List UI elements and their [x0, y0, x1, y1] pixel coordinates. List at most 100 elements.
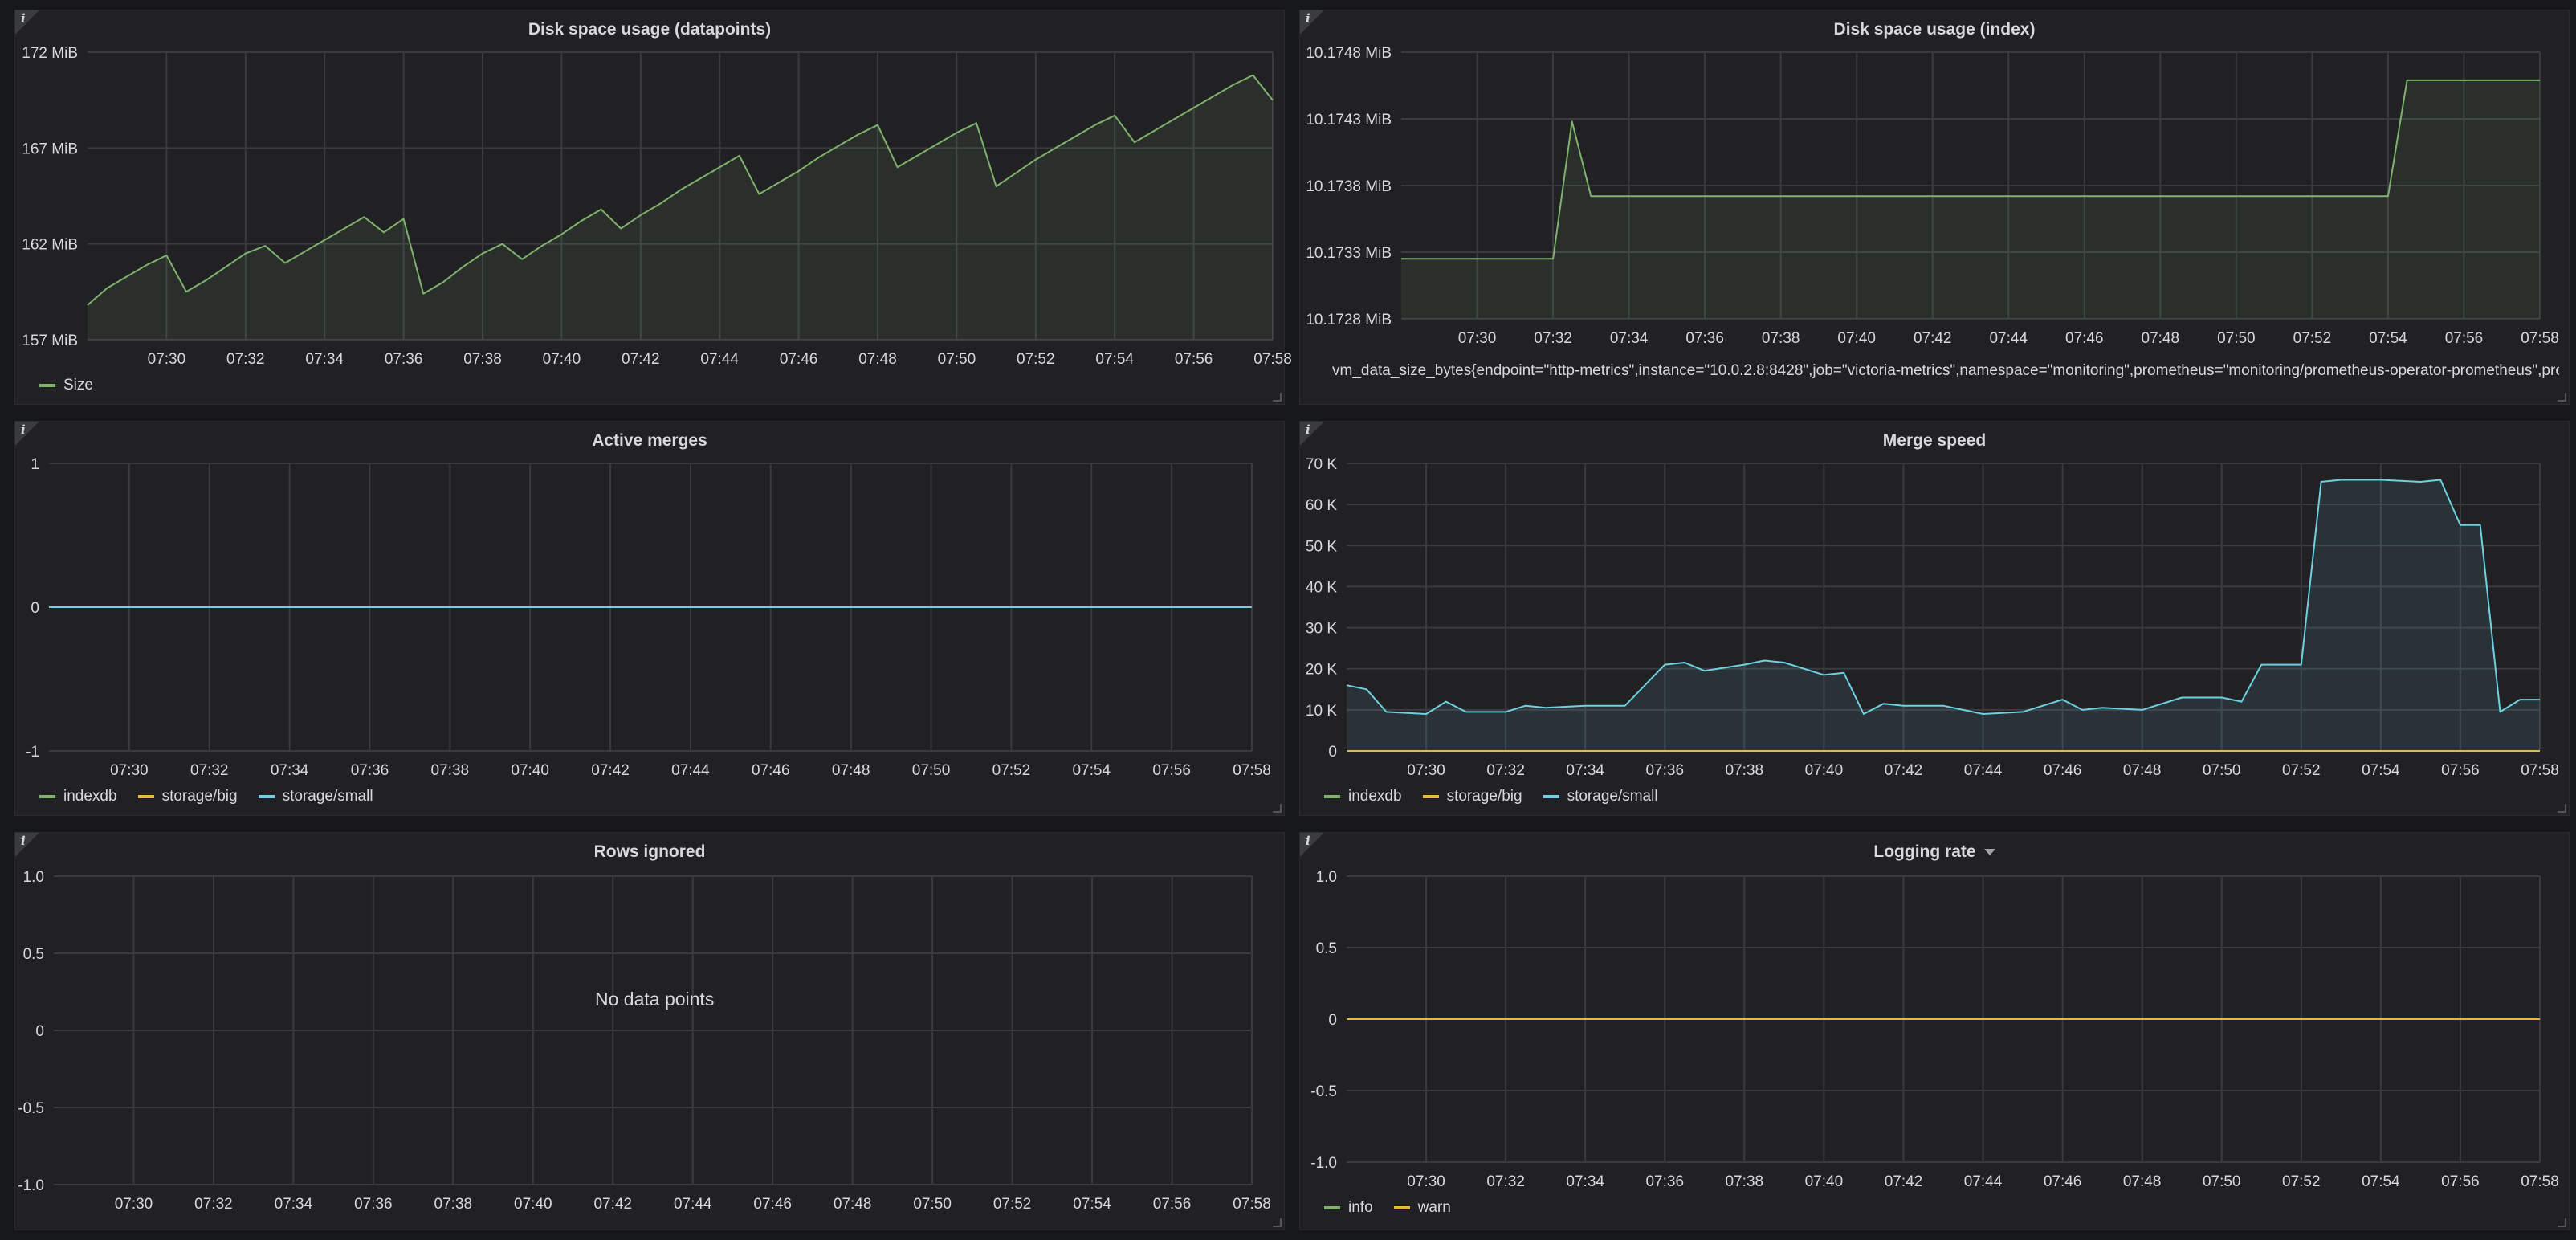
- y-tick-label: 0: [1328, 1012, 1337, 1029]
- resize-handle-icon[interactable]: [2558, 804, 2566, 813]
- chart-active-merges: 1 0 -1 07:30 07:32 07:34 07:36 07:38 07:40 07:42 0…: [26, 456, 1271, 779]
- legend-label: storage/big: [1446, 788, 1522, 805]
- x-tick-label: 07:34: [1566, 762, 1604, 779]
- legend-swatch: [1324, 795, 1340, 798]
- y-tick-label: 10.1738 MiB: [1306, 178, 1392, 195]
- x-tick-label: 07:30: [1407, 762, 1445, 779]
- y-tick-label: 70 K: [1306, 456, 1337, 473]
- legend-item[interactable]: indexdb: [1324, 788, 1402, 806]
- panel-title-text: Rows ignored: [593, 842, 706, 861]
- x-tick-label: 07:42: [591, 762, 630, 779]
- panel-title[interactable]: Merge speed: [1300, 422, 2569, 460]
- legend-swatch: [258, 795, 275, 798]
- x-tick-label: 07:48: [2123, 762, 2162, 779]
- x-tick-label: 07:42: [1885, 762, 1923, 779]
- x-tick-label: 07:40: [1805, 1173, 1844, 1190]
- resize-handle-icon[interactable]: [1273, 393, 1282, 402]
- panel-logging-rate: i Logging rate 1.0 0.5 0 -0.5 -1.0 07:30 07:32…: [1299, 832, 2570, 1230]
- legend-label: warn: [1417, 1199, 1451, 1216]
- y-tick-label: 10.1748 MiB: [1306, 45, 1392, 62]
- y-tick-label: 172 MiB: [22, 45, 78, 62]
- series-area: [88, 75, 1273, 340]
- x-tick-label: 07:30: [1458, 330, 1497, 347]
- x-tick-label: 07:54: [1072, 762, 1111, 779]
- x-tick-label: 07:54: [1073, 1196, 1111, 1213]
- x-tick-label: 07:52: [2282, 1173, 2321, 1190]
- legend-item[interactable]: warn: [1393, 1199, 1451, 1217]
- x-tick-label: 07:44: [1964, 1173, 2003, 1190]
- x-tick-label: 07:42: [1914, 330, 1952, 347]
- panel-title-text: Logging rate: [1873, 842, 1976, 861]
- info-icon[interactable]: i: [1300, 422, 1324, 446]
- x-tick-label: 07:52: [1017, 351, 1055, 368]
- resize-handle-icon[interactable]: [1273, 804, 1282, 813]
- x-tick-label: 07:50: [2217, 330, 2256, 347]
- y-tick-label: 162 MiB: [22, 237, 78, 254]
- x-tick-label: 07:58: [1253, 351, 1292, 368]
- x-tick-label: 07:40: [1837, 330, 1876, 347]
- chevron-down-icon[interactable]: [1983, 849, 1995, 855]
- panel-title[interactable]: Active merges: [15, 422, 1284, 460]
- x-tick-label: 07:38: [1726, 762, 1764, 779]
- x-tick-label: 07:50: [938, 351, 976, 368]
- legend-label: indexdb: [1348, 788, 1402, 805]
- x-tick-label: 07:42: [622, 351, 660, 368]
- info-icon[interactable]: i: [15, 833, 39, 857]
- resize-handle-icon[interactable]: [2558, 1218, 2566, 1227]
- legend-swatch: [39, 384, 55, 387]
- x-tick-label: 07:44: [674, 1196, 712, 1213]
- legend-item[interactable]: storage/big: [1422, 788, 1522, 806]
- x-tick-label: 07:52: [2282, 762, 2321, 779]
- legend-swatch: [1324, 1206, 1340, 1209]
- legend-swatch: [1422, 795, 1439, 798]
- x-tick-label: 07:48: [2142, 330, 2180, 347]
- legend-item[interactable]: Size: [39, 377, 93, 394]
- legend-item[interactable]: info: [1324, 1199, 1373, 1217]
- y-tick-label: -1.0: [1310, 1155, 1337, 1172]
- legend-item[interactable]: storage/big: [137, 788, 238, 806]
- legend-item[interactable]: vm_data_size_bytes{endpoint="http-metric…: [1324, 362, 2559, 380]
- panel-title-text: Active merges: [592, 431, 707, 450]
- y-tick-label: 50 K: [1306, 538, 1337, 555]
- x-tick-label: 07:46: [2065, 330, 2104, 347]
- info-icon[interactable]: i: [15, 10, 39, 35]
- panel-merge-speed: i Merge speed 70 K 60 K 50 K 40 K 30 K 20 K 10…: [1299, 421, 2570, 816]
- y-tick-label: -0.5: [1310, 1083, 1337, 1100]
- info-icon[interactable]: i: [1300, 10, 1324, 35]
- series-line[interactable]: [1401, 79, 2540, 260]
- legend-item[interactable]: indexdb: [39, 788, 117, 806]
- panel-title[interactable]: Disk space usage (datapoints): [15, 10, 1284, 49]
- x-tick-label: 07:32: [194, 1196, 233, 1213]
- y-tick-label: -1.0: [18, 1177, 44, 1194]
- panel-title[interactable]: Disk space usage (index): [1300, 10, 2569, 49]
- resize-handle-icon[interactable]: [1273, 1218, 1282, 1227]
- x-tick-label: 07:58: [1233, 762, 1271, 779]
- y-tick-label: 0.5: [23, 946, 44, 963]
- x-tick-label: 07:48: [832, 762, 870, 779]
- chart-disk-index: 10.1748 MiB 10.1743 MiB 10.1738 MiB 10.1733…: [1306, 45, 2558, 347]
- x-tick-label: 07:36: [385, 351, 423, 368]
- info-icon[interactable]: i: [1300, 833, 1324, 857]
- legend-item[interactable]: storage/small: [258, 788, 373, 806]
- x-tick-label: 07:58: [2521, 1173, 2559, 1190]
- x-tick-label: 07:54: [2369, 330, 2407, 347]
- legend-label: indexdb: [63, 788, 117, 805]
- legend-swatch: [1393, 1206, 1410, 1209]
- legend: Size: [39, 377, 93, 394]
- x-tick-label: 07:52: [2293, 330, 2332, 347]
- series-line[interactable]: [87, 74, 1274, 306]
- x-tick-label: 07:54: [1095, 351, 1134, 368]
- series-line[interactable]: [1346, 479, 2540, 715]
- panel-title[interactable]: Logging rate: [1300, 833, 2569, 871]
- y-tick-label: -0.5: [18, 1100, 44, 1117]
- legend-item[interactable]: storage/small: [1543, 788, 1658, 806]
- x-tick-label: 07:30: [110, 762, 149, 779]
- resize-handle-icon[interactable]: [2558, 393, 2566, 402]
- x-tick-label: 07:38: [463, 351, 502, 368]
- x-tick-label: 07:52: [992, 762, 1031, 779]
- info-icon[interactable]: i: [15, 422, 39, 446]
- legend-label: storage/small: [282, 788, 373, 805]
- panel-title[interactable]: Rows ignored: [15, 833, 1284, 871]
- x-tick-label: 07:36: [1645, 1173, 1684, 1190]
- y-tick-label: 1.0: [23, 869, 44, 886]
